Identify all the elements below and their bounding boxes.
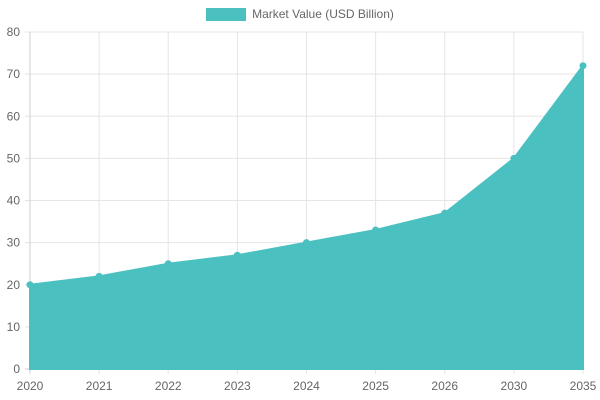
y-tick-label: 20 <box>7 278 21 292</box>
data-point <box>26 281 34 289</box>
data-point <box>233 251 241 259</box>
x-tick-label: 2030 <box>501 379 528 393</box>
data-point <box>95 272 103 280</box>
data-point <box>164 260 172 268</box>
x-tick-label: 2022 <box>155 379 182 393</box>
x-tick-label: 2023 <box>224 379 251 393</box>
x-tick-label: 2021 <box>86 379 113 393</box>
x-axis-ticks: 2020 2021 2022 2023 2024 2025 2026 2030 2035 <box>17 379 597 393</box>
data-point <box>441 209 449 217</box>
legend-label: Market Value (USD Billion) <box>252 7 394 21</box>
y-tick-label: 40 <box>7 194 21 208</box>
x-tick-label: 2026 <box>431 379 458 393</box>
x-tick-label: 2024 <box>293 379 320 393</box>
x-tick-label: 2020 <box>17 379 44 393</box>
x-tick-label: 2035 <box>570 379 597 393</box>
y-axis-ticks: 0 10 20 30 40 50 60 70 80 <box>7 25 21 376</box>
area-fill <box>29 62 584 370</box>
data-point <box>303 239 310 247</box>
series-points <box>26 62 587 289</box>
y-tick-label: 50 <box>7 151 21 165</box>
y-tick-label: 0 <box>13 362 20 376</box>
data-point <box>510 154 518 162</box>
series-area <box>29 62 584 370</box>
y-tick-label: 10 <box>7 320 21 334</box>
y-tick-label: 30 <box>7 236 21 250</box>
y-tick-label: 60 <box>7 109 21 123</box>
chart-legend[interactable]: Market Value (USD Billion) <box>0 7 600 21</box>
legend-swatch <box>206 7 247 21</box>
data-point <box>372 226 380 234</box>
y-tick-label: 80 <box>7 25 21 39</box>
data-point <box>579 62 587 70</box>
x-tick-label: 2025 <box>362 379 389 393</box>
y-tick-label: 70 <box>7 67 21 81</box>
